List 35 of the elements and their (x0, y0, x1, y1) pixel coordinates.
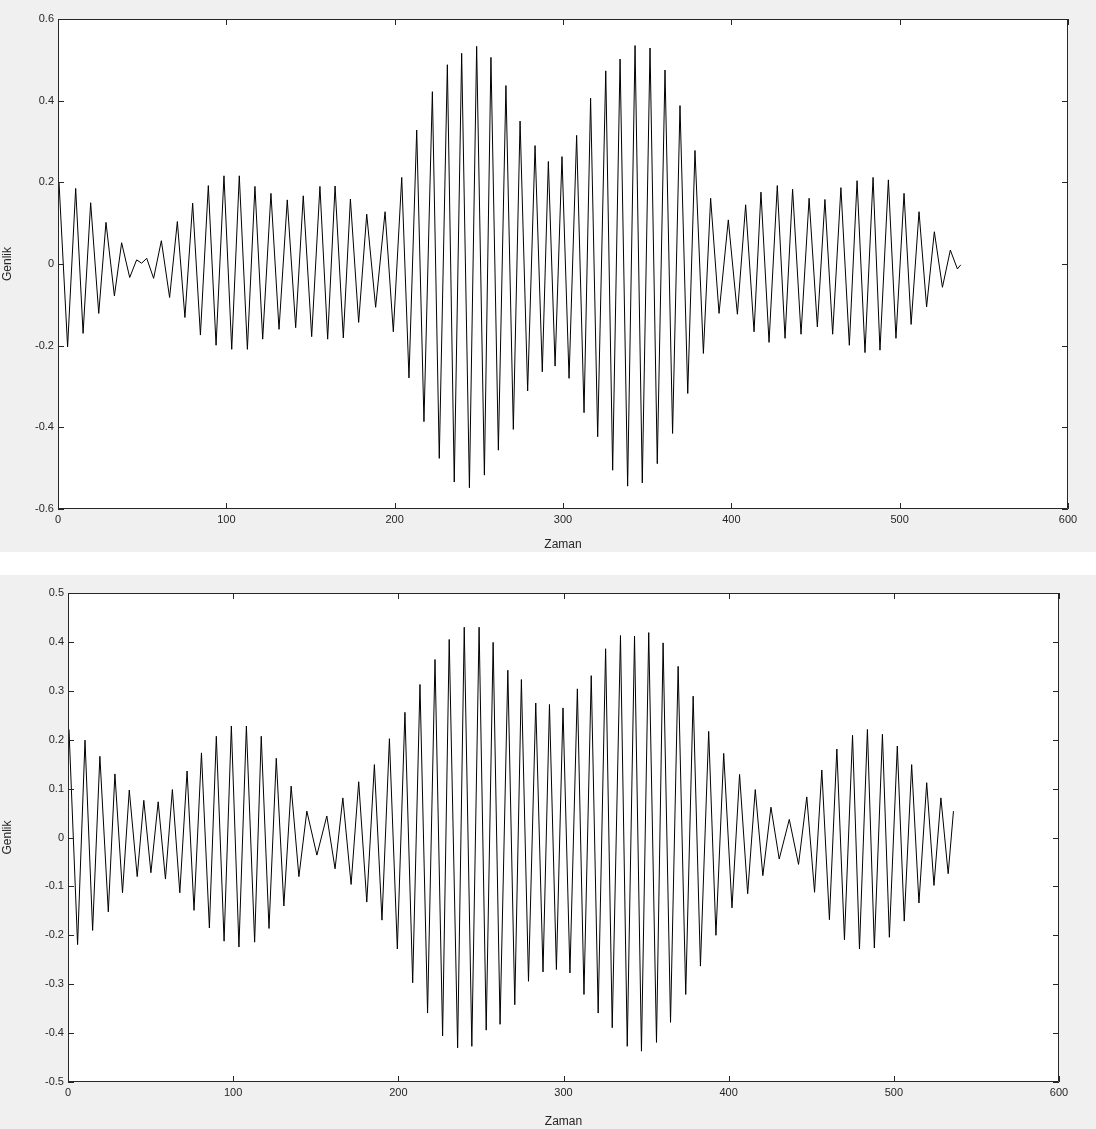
x-tick-label: 600 (1049, 1085, 1069, 1098)
x-tick-label: 600 (1058, 512, 1078, 525)
y-tick-label: -0.5 (45, 1075, 64, 1088)
y-tick-label: -0.4 (35, 420, 54, 433)
x-axis-title: Zaman (544, 1114, 583, 1129)
x-tick-label: 300 (554, 1085, 573, 1098)
y-tick-label: -0.6 (35, 502, 54, 515)
y-tick-label: 0 (47, 257, 54, 270)
x-tick-label: 500 (884, 1085, 904, 1098)
y-axis-title: Genlik (0, 245, 14, 282)
y-tick-label: -0.1 (45, 879, 64, 892)
y-tick-label: 0.2 (48, 732, 64, 745)
y-tick-label: 0.3 (48, 683, 64, 696)
y-tick-label: -0.2 (45, 928, 64, 941)
y-tick-label: 0.4 (38, 93, 54, 106)
x-tick-label: 100 (217, 512, 236, 525)
x-tick-label: 500 (890, 512, 909, 525)
x-tick-label: 300 (553, 512, 573, 525)
y-tick-label: -0.2 (35, 338, 54, 351)
y-axis-title: Genlik (0, 819, 14, 855)
y-tick-label: 0.2 (38, 175, 54, 188)
x-tick-label: 200 (389, 1085, 408, 1098)
y-tick-label: 0.1 (48, 781, 64, 794)
y-tick-label: 0.4 (48, 634, 64, 647)
y-tick-label: -0.3 (45, 977, 64, 990)
x-tick-label: 400 (719, 1085, 738, 1098)
x-axis-title: Zaman (544, 537, 582, 552)
y-tick-label: 0 (57, 830, 64, 843)
x-tick-label: 200 (385, 512, 404, 525)
y-tick-label: 0.6 (38, 12, 54, 25)
x-tick-label: 100 (223, 1085, 243, 1098)
x-tick-label: 0 (64, 1085, 72, 1098)
y-tick-label: -0.4 (45, 1026, 64, 1039)
x-tick-label: 400 (722, 512, 741, 525)
y-tick-label: 0.5 (48, 586, 64, 599)
